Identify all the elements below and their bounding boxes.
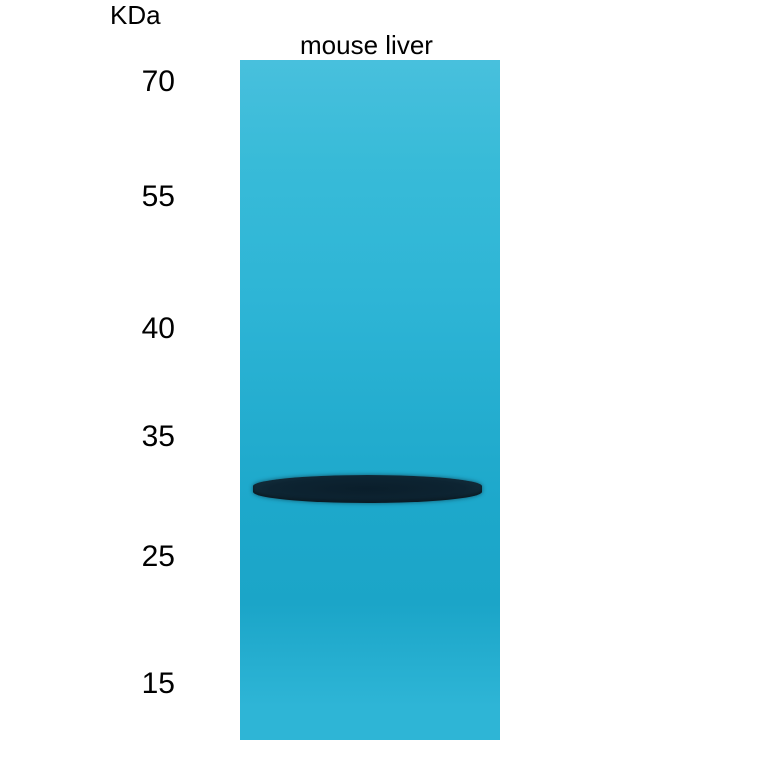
tick-40: 40 (105, 312, 175, 346)
tick-25: 25 (105, 540, 175, 574)
tick-35: 35 (105, 420, 175, 454)
tick-55: 55 (105, 180, 175, 214)
western-blot-figure: KDa mouse liver 70 55 40 35 25 15 (0, 0, 764, 764)
tick-70: 70 (105, 65, 175, 99)
unit-label: KDa (110, 0, 161, 31)
lane-label: mouse liver (300, 30, 433, 61)
blot-lane (240, 60, 500, 740)
tick-15: 15 (105, 667, 175, 701)
protein-band (253, 475, 482, 503)
